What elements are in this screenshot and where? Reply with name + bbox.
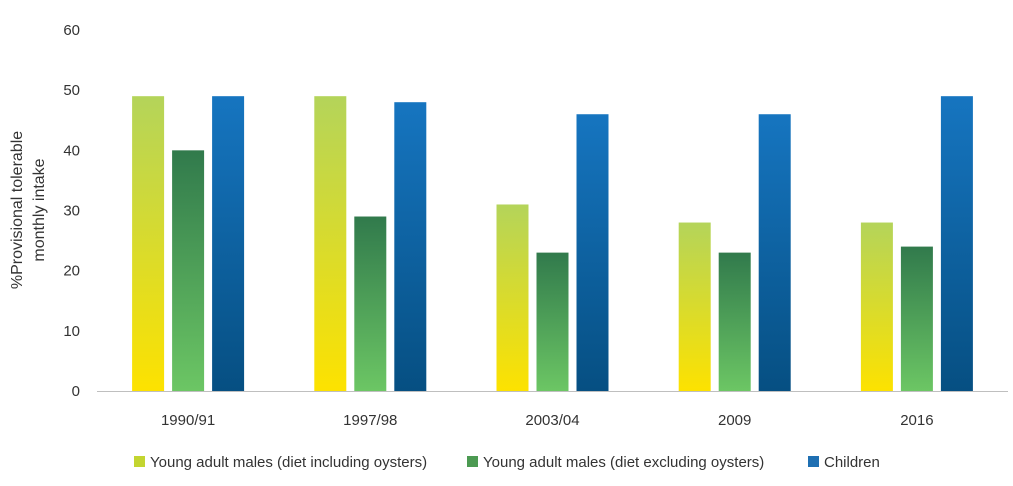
bar-2-1 <box>172 150 205 391</box>
y-tick-label: 30 <box>63 203 80 220</box>
bar-3-5 <box>940 96 973 391</box>
bar-1-2 <box>314 96 347 391</box>
legend-label: Children <box>824 454 880 471</box>
x-tick-label: 2009 <box>718 412 751 429</box>
bar-2-2 <box>354 216 387 391</box>
legend-swatch <box>467 456 478 467</box>
y-axis-title-line-2: monthly intake <box>31 158 48 261</box>
bar-3-3 <box>576 114 609 391</box>
bar-3-4 <box>758 114 791 391</box>
x-tick-label: 2016 <box>900 412 933 429</box>
bar-2-4 <box>718 252 751 391</box>
bar-2-5 <box>900 246 933 391</box>
bar-1-3 <box>496 204 529 391</box>
y-tick-label: 0 <box>72 383 80 400</box>
bar-2-3 <box>536 252 569 391</box>
bar-3-1 <box>212 96 245 391</box>
y-tick-label: 10 <box>63 323 80 340</box>
y-tick-label: 50 <box>63 82 80 99</box>
bars <box>132 96 973 391</box>
x-tick-label: 2003/04 <box>525 412 579 429</box>
legend-swatch <box>134 456 145 467</box>
legend-swatch <box>808 456 819 467</box>
y-tick-label: 60 <box>63 22 80 39</box>
legend-label: Young adult males (diet including oyster… <box>150 454 427 471</box>
y-axis-title-line-1: %Provisional tolerable <box>9 131 26 289</box>
y-axis-ticks: 0 10 20 30 40 50 60 <box>63 22 80 400</box>
x-tick-label: 1997/98 <box>343 412 397 429</box>
bar-1-4 <box>678 222 711 391</box>
bar-3-2 <box>394 102 427 391</box>
legend-label: Young adult males (diet excluding oyster… <box>483 454 764 471</box>
x-axis-ticks: 1990/91 1997/98 2003/04 2009 2016 <box>161 412 934 429</box>
y-axis-title: %Provisional tolerable monthly intake <box>9 131 48 289</box>
bar-1-5 <box>860 222 893 391</box>
y-tick-label: 40 <box>63 142 80 159</box>
x-tick-label: 1990/91 <box>161 412 215 429</box>
legend: Young adult males (diet including oyster… <box>134 454 880 471</box>
bar-1-1 <box>132 96 165 391</box>
y-tick-label: 20 <box>63 263 80 280</box>
